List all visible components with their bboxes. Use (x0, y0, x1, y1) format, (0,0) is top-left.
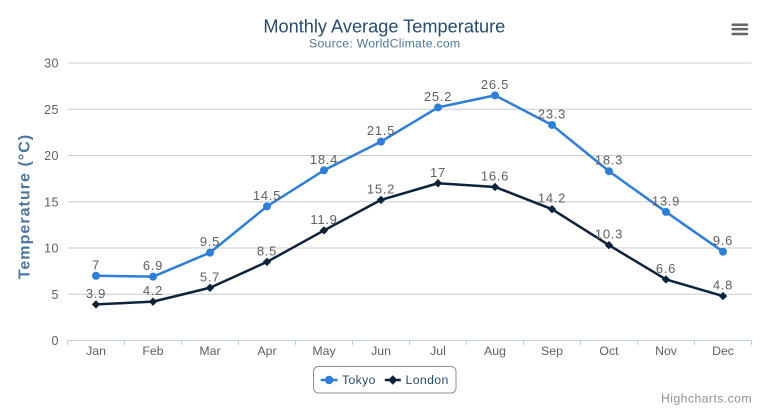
svg-text:14.2: 14.2 (538, 191, 566, 206)
svg-text:14.5: 14.5 (253, 188, 281, 203)
svg-text:9.5: 9.5 (200, 234, 220, 249)
svg-text:25: 25 (44, 103, 59, 117)
svg-text:Mar: Mar (199, 344, 220, 358)
svg-text:Source: WorldClimate.com: Source: WorldClimate.com (309, 37, 460, 51)
svg-text:30: 30 (44, 57, 59, 71)
svg-text:16.6: 16.6 (481, 168, 509, 183)
svg-text:Apr: Apr (257, 344, 276, 358)
svg-text:Jun: Jun (371, 344, 391, 358)
svg-text:9.6: 9.6 (713, 233, 733, 248)
svg-text:Nov: Nov (655, 344, 678, 358)
svg-text:23.3: 23.3 (538, 106, 566, 121)
svg-text:Jan: Jan (86, 344, 106, 358)
svg-text:10.3: 10.3 (595, 227, 623, 242)
svg-text:Feb: Feb (142, 344, 163, 358)
svg-text:4.8: 4.8 (713, 278, 733, 293)
svg-text:5: 5 (52, 288, 59, 302)
svg-text:Highcharts.com: Highcharts.com (661, 391, 752, 405)
svg-text:26.5: 26.5 (481, 77, 509, 92)
svg-text:18.3: 18.3 (595, 153, 623, 168)
svg-text:8.5: 8.5 (257, 243, 277, 258)
svg-text:25.2: 25.2 (424, 89, 452, 104)
svg-text:21.5: 21.5 (367, 123, 395, 138)
svg-text:5.7: 5.7 (200, 269, 220, 284)
svg-text:0: 0 (52, 334, 59, 348)
svg-text:6.6: 6.6 (656, 261, 676, 276)
svg-text:10: 10 (44, 242, 59, 256)
svg-text:18.4: 18.4 (310, 152, 338, 167)
svg-text:15: 15 (44, 195, 59, 209)
svg-text:6.9: 6.9 (143, 258, 163, 273)
svg-text:15.2: 15.2 (367, 181, 395, 196)
svg-text:Monthly Average Temperature: Monthly Average Temperature (263, 16, 505, 36)
svg-text:17: 17 (430, 165, 446, 180)
svg-text:Tokyo: Tokyo (342, 373, 376, 387)
svg-text:Dec: Dec (712, 344, 734, 358)
svg-text:7: 7 (92, 257, 100, 272)
svg-text:3.9: 3.9 (86, 286, 106, 301)
svg-text:20: 20 (44, 149, 59, 163)
svg-text:Sep: Sep (541, 344, 563, 358)
svg-text:11.9: 11.9 (310, 212, 337, 227)
svg-text:Jul: Jul (430, 344, 446, 358)
svg-text:4.2: 4.2 (143, 283, 163, 298)
svg-text:May: May (312, 344, 336, 358)
svg-text:Temperature (°C): Temperature (°C) (17, 134, 34, 280)
svg-text:Oct: Oct (599, 344, 619, 358)
svg-text:London: London (406, 373, 449, 387)
svg-text:13.9: 13.9 (652, 193, 680, 208)
svg-text:Aug: Aug (484, 344, 506, 358)
